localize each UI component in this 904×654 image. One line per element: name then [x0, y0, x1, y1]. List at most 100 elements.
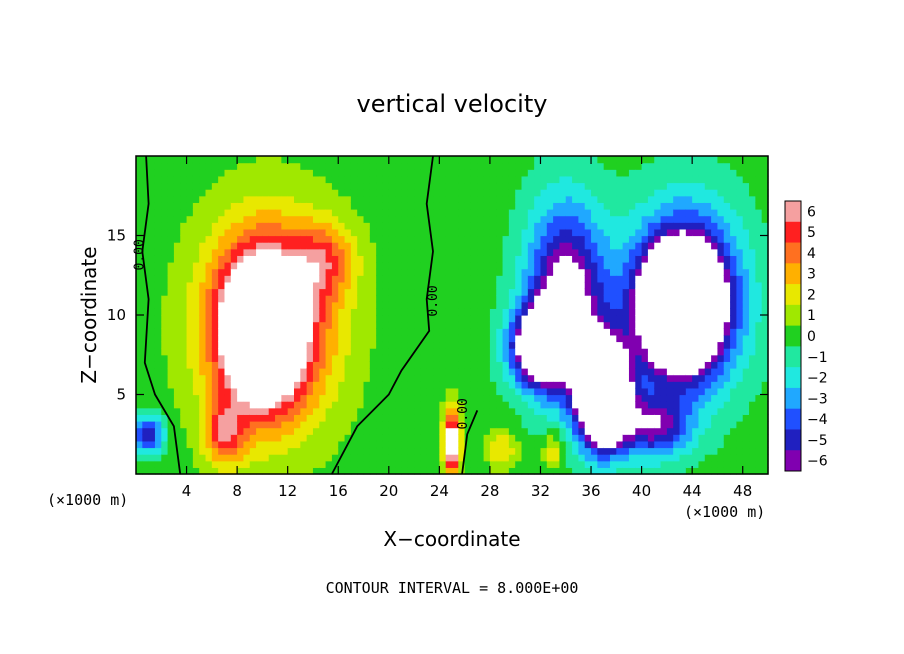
heatmap-cell	[237, 209, 245, 217]
heatmap-cell	[711, 387, 719, 396]
heatmap-cell	[603, 228, 611, 237]
heatmap-cell	[167, 407, 175, 415]
heatmap-cell	[452, 414, 459, 422]
heatmap-cell	[249, 467, 257, 475]
heatmap-cell	[470, 368, 478, 376]
heatmap-cell	[136, 427, 143, 435]
heatmap-cell	[591, 427, 598, 435]
heatmap-cell	[433, 334, 440, 343]
heatmap-cell	[230, 281, 238, 290]
heatmap-cell	[749, 268, 756, 276]
heatmap-cell	[458, 242, 466, 250]
heatmap-cell	[420, 156, 428, 164]
heatmap-cell	[572, 381, 579, 389]
heatmap-cell	[262, 407, 270, 415]
heatmap-cell	[167, 275, 175, 283]
heatmap-cell	[559, 460, 567, 468]
heatmap-cell	[262, 182, 270, 190]
heatmap-cell	[591, 401, 598, 409]
heatmap-cell	[546, 275, 554, 283]
heatmap-cell	[553, 195, 561, 203]
heatmap-cell	[395, 162, 403, 170]
heatmap-cell	[262, 368, 270, 376]
heatmap-cell	[477, 447, 485, 455]
heatmap-cell	[742, 255, 750, 263]
heatmap-cell	[610, 414, 617, 422]
heatmap-cell	[616, 381, 624, 389]
heatmap-cell	[300, 321, 308, 329]
heatmap-cell	[243, 215, 251, 223]
heatmap-cell	[717, 368, 725, 376]
heatmap-cell	[294, 262, 301, 270]
heatmap-cell	[635, 447, 643, 455]
heatmap-cell	[622, 228, 630, 237]
heatmap-cell	[363, 222, 371, 230]
heatmap-cell	[256, 374, 263, 382]
heatmap-cell	[755, 354, 763, 362]
heatmap-cell	[553, 209, 561, 217]
heatmap-cell	[350, 361, 358, 369]
heatmap-cell	[622, 394, 630, 402]
heatmap-cell	[641, 315, 649, 323]
heatmap-cell	[205, 341, 213, 349]
heatmap-cell	[685, 440, 693, 449]
heatmap-cell	[312, 275, 320, 283]
heatmap-cell	[376, 209, 384, 217]
contour-interval-note: CONTOUR INTERVAL = 8.000E+00	[326, 579, 579, 597]
colorbar-swatch	[785, 201, 801, 223]
heatmap-cell	[521, 414, 529, 422]
heatmap-cell	[489, 414, 497, 422]
heatmap-cell	[167, 341, 175, 349]
heatmap-cell	[199, 162, 207, 170]
heatmap-cell	[306, 275, 314, 283]
heatmap-cell	[692, 162, 700, 170]
heatmap-cell	[262, 301, 270, 309]
heatmap-cell	[154, 242, 162, 250]
heatmap-cell	[641, 447, 649, 455]
heatmap-cell	[730, 301, 737, 309]
heatmap-cell	[211, 275, 219, 283]
heatmap-cell	[161, 242, 169, 250]
heatmap-cell	[660, 454, 668, 462]
heatmap-cell	[401, 156, 409, 164]
heatmap-cell	[161, 381, 169, 389]
heatmap-cell	[622, 354, 630, 362]
heatmap-cell	[218, 182, 226, 190]
heatmap-cell	[591, 235, 598, 243]
heatmap-cell	[698, 421, 706, 429]
heatmap-cell	[540, 454, 548, 462]
heatmap-cell	[489, 401, 497, 409]
heatmap-cell	[610, 262, 617, 270]
heatmap-cell	[331, 301, 339, 309]
heatmap-cell	[483, 427, 491, 435]
heatmap-cell	[445, 202, 453, 210]
heatmap-cell	[521, 242, 529, 250]
heatmap-cell	[755, 209, 763, 217]
heatmap-cell	[628, 156, 636, 164]
heatmap-cell	[515, 242, 523, 250]
heatmap-cell	[243, 182, 251, 190]
heatmap-cell	[749, 209, 756, 217]
heatmap-cell	[331, 228, 339, 237]
heatmap-cell	[572, 361, 579, 369]
heatmap-cell	[275, 228, 282, 237]
heatmap-cell	[654, 301, 662, 309]
heatmap-cell	[407, 374, 415, 382]
heatmap-cell	[331, 202, 339, 210]
heatmap-cell	[331, 268, 339, 276]
heatmap-cell	[395, 228, 403, 237]
heatmap-cell	[464, 407, 472, 415]
heatmap-cell	[749, 381, 756, 389]
heatmap-cell	[591, 407, 598, 415]
heatmap-cell	[458, 401, 466, 409]
heatmap-cell	[610, 195, 617, 203]
heatmap-cell	[553, 275, 561, 283]
heatmap-cell	[464, 195, 472, 203]
heatmap-cell	[186, 235, 194, 243]
heatmap-cell	[660, 421, 668, 429]
heatmap-cell	[300, 162, 308, 170]
heatmap-cell	[300, 242, 308, 250]
heatmap-cell	[502, 387, 510, 396]
heatmap-cell	[256, 162, 263, 170]
heatmap-cell	[635, 421, 643, 429]
